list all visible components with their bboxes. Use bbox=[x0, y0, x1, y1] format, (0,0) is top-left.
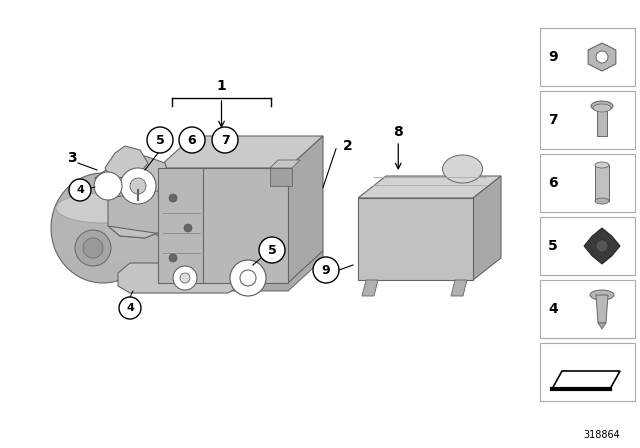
Ellipse shape bbox=[595, 198, 609, 204]
Text: 4: 4 bbox=[76, 185, 84, 195]
Polygon shape bbox=[108, 180, 170, 238]
Bar bbox=[595, 165, 609, 201]
Polygon shape bbox=[596, 295, 608, 323]
Polygon shape bbox=[270, 160, 300, 168]
Text: 5: 5 bbox=[156, 134, 164, 146]
Polygon shape bbox=[451, 280, 467, 296]
Circle shape bbox=[596, 240, 608, 252]
Text: 1: 1 bbox=[216, 79, 227, 93]
Bar bbox=[540, 28, 635, 86]
Polygon shape bbox=[362, 280, 378, 296]
Ellipse shape bbox=[51, 173, 155, 283]
Circle shape bbox=[212, 127, 238, 153]
Polygon shape bbox=[158, 136, 323, 168]
Text: 7: 7 bbox=[548, 113, 557, 127]
Text: 318864: 318864 bbox=[583, 430, 620, 440]
Text: 5: 5 bbox=[548, 239, 557, 253]
Circle shape bbox=[130, 178, 146, 194]
Polygon shape bbox=[288, 136, 323, 283]
Polygon shape bbox=[148, 251, 323, 291]
Circle shape bbox=[94, 172, 122, 200]
Text: 7: 7 bbox=[221, 134, 229, 146]
Polygon shape bbox=[105, 146, 148, 178]
Circle shape bbox=[173, 266, 197, 290]
Bar bbox=[358, 198, 473, 280]
Bar bbox=[540, 217, 635, 275]
Ellipse shape bbox=[595, 162, 609, 168]
Ellipse shape bbox=[591, 101, 613, 111]
Bar bbox=[597, 106, 607, 136]
Polygon shape bbox=[588, 43, 616, 71]
Text: 3: 3 bbox=[67, 151, 77, 165]
Text: 4: 4 bbox=[126, 303, 134, 313]
Polygon shape bbox=[552, 371, 620, 389]
Bar bbox=[540, 280, 635, 338]
Bar bbox=[540, 91, 635, 149]
Ellipse shape bbox=[590, 290, 614, 300]
Circle shape bbox=[184, 224, 192, 232]
Polygon shape bbox=[108, 206, 210, 250]
Bar bbox=[158, 168, 288, 283]
Polygon shape bbox=[95, 156, 170, 198]
Circle shape bbox=[169, 194, 177, 202]
Circle shape bbox=[313, 257, 339, 283]
Text: 9: 9 bbox=[322, 263, 330, 276]
Circle shape bbox=[120, 168, 156, 204]
Text: 6: 6 bbox=[188, 134, 196, 146]
Text: 4: 4 bbox=[548, 302, 557, 316]
Circle shape bbox=[180, 273, 190, 283]
Circle shape bbox=[169, 254, 177, 262]
Circle shape bbox=[83, 238, 103, 258]
Text: 6: 6 bbox=[548, 176, 557, 190]
Polygon shape bbox=[598, 323, 606, 329]
Bar bbox=[540, 343, 635, 401]
Polygon shape bbox=[118, 263, 240, 293]
Polygon shape bbox=[584, 228, 620, 264]
Ellipse shape bbox=[593, 104, 611, 112]
Text: 9: 9 bbox=[548, 50, 557, 64]
Circle shape bbox=[179, 127, 205, 153]
Bar bbox=[270, 168, 292, 186]
Circle shape bbox=[259, 237, 285, 263]
Ellipse shape bbox=[443, 155, 483, 183]
Circle shape bbox=[240, 270, 256, 286]
Polygon shape bbox=[473, 176, 501, 280]
Circle shape bbox=[69, 179, 91, 201]
Polygon shape bbox=[358, 176, 501, 198]
Text: 5: 5 bbox=[268, 244, 276, 257]
Text: 8: 8 bbox=[394, 125, 403, 139]
Circle shape bbox=[596, 51, 608, 63]
Circle shape bbox=[75, 230, 111, 266]
Bar bbox=[540, 154, 635, 212]
Circle shape bbox=[230, 260, 266, 296]
Text: 2: 2 bbox=[343, 139, 353, 153]
Bar bbox=[106, 188, 158, 263]
Ellipse shape bbox=[56, 193, 150, 223]
Circle shape bbox=[119, 297, 141, 319]
Circle shape bbox=[147, 127, 173, 153]
